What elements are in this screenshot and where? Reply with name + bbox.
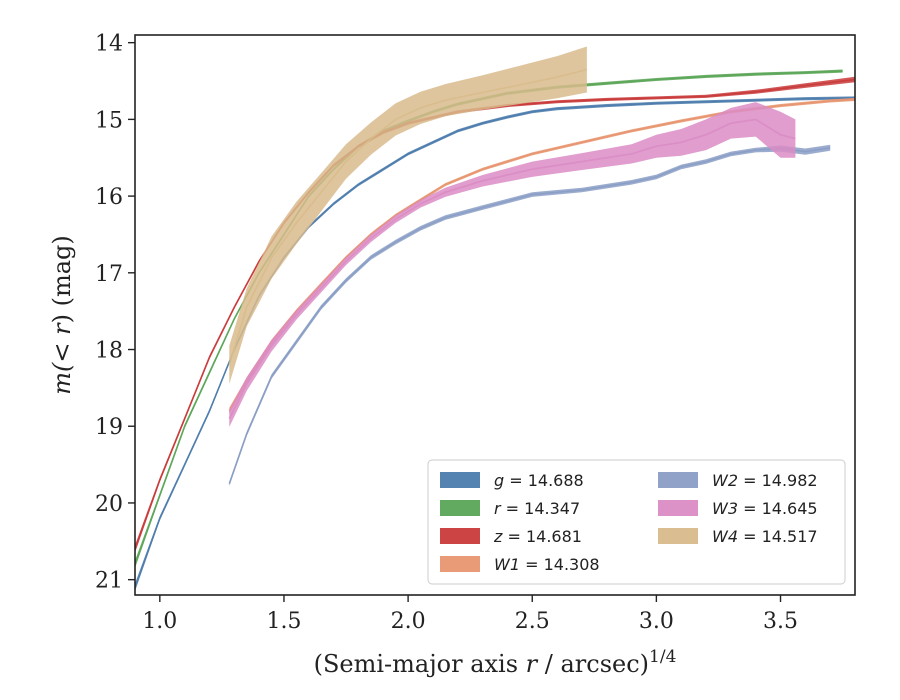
y-tick-label: 20 [95, 492, 123, 517]
y-axis-label-var: < r [48, 322, 76, 363]
x-axis-label-superscript: 1/4 [649, 647, 676, 667]
legend-swatch-w3 [658, 500, 698, 516]
series-w4 [228, 46, 588, 384]
series-layer [135, 46, 855, 592]
legend-label-w2: W2 = 14.982 [712, 471, 818, 490]
legend-entry-r: r = 14.347 [440, 499, 580, 518]
legend-entry-w4: W4 = 14.517 [658, 527, 818, 546]
series-w4-line [228, 68, 588, 366]
x-tick-label: 3.0 [639, 609, 674, 634]
plot-frame [134, 34, 856, 596]
legend-entry-w2: W2 = 14.982 [658, 471, 818, 490]
x-axis-label: (Semi-major axis r / arcsec)1/4 [314, 647, 677, 678]
y-tick-label: 16 [95, 185, 123, 210]
y-tick-label: 21 [95, 569, 123, 594]
x-axis-label-main: (Semi-major axis [314, 650, 526, 678]
legend-entry-g: g = 14.688 [440, 471, 584, 490]
series-w2 [228, 144, 831, 487]
legend-swatch-w4 [658, 528, 698, 544]
legend-swatch-g [440, 472, 480, 488]
y-tick-label: 17 [95, 262, 123, 287]
x-tick-label: 2.5 [515, 609, 550, 634]
y-axis-label-post: ) (mag) [48, 235, 76, 323]
series-w2-line [228, 147, 831, 485]
legend-label-w4: W4 = 14.517 [712, 527, 818, 546]
x-axis-label-tail: / arcsec) [537, 650, 649, 678]
legend: g = 14.688 r = 14.347 z = 14.681 W1 = 14.30… [427, 459, 846, 585]
y-tick-label: 18 [95, 339, 123, 364]
x-axis-label-var: r [526, 650, 539, 678]
legend-label-w1: W1 = 14.308 [494, 555, 600, 574]
y-axis-label-pre: m( [48, 362, 76, 395]
legend-swatch-r [440, 500, 480, 516]
legend-entry-w1: W1 = 14.308 [440, 555, 600, 574]
legend-label-g: g = 14.688 [494, 471, 584, 490]
legend-box [427, 459, 846, 585]
series-w3-line [228, 118, 796, 419]
x-tick-label: 1.5 [266, 609, 301, 634]
x-tick-label: 1.0 [142, 609, 177, 634]
ticks-layer: 1.0 1.5 2.0 2.5 3.0 3.5 14 15 16 17 18 19 20 21 [95, 32, 798, 634]
legend-entry-z: z = 14.681 [440, 527, 582, 546]
y-tick-label: 15 [95, 108, 123, 133]
x-tick-label: 2.0 [391, 609, 426, 634]
legend-label-r: r = 14.347 [494, 499, 580, 518]
legend-swatch-z [440, 528, 480, 544]
legend-swatch-w2 [658, 472, 698, 488]
legend-entries: g = 14.688 r = 14.347 z = 14.681 W1 = 14.30… [440, 471, 818, 574]
legend-label-z: z = 14.681 [493, 527, 582, 546]
y-tick-label: 19 [95, 415, 123, 440]
series-w3 [228, 102, 796, 427]
y-tick-label: 14 [95, 32, 123, 57]
legend-entry-w3: W3 = 14.645 [658, 499, 818, 518]
x-tick-label: 3.5 [763, 609, 798, 634]
legend-swatch-w1 [440, 556, 480, 572]
y-axis-label: m(< r) (mag) [48, 235, 76, 395]
legend-label-w3: W3 = 14.645 [712, 499, 818, 518]
